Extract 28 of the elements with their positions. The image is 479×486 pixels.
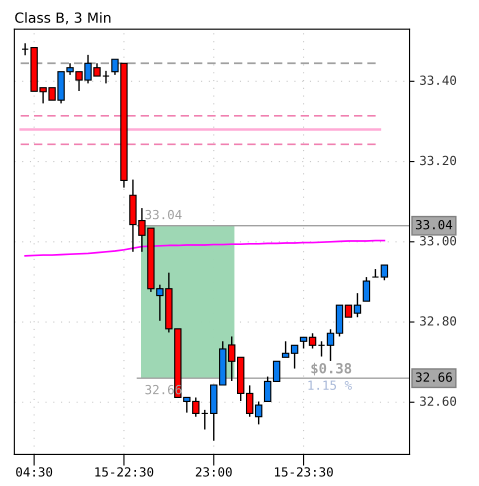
annotation: 33.04 xyxy=(145,210,182,220)
x-tick-label: 15-22:30 xyxy=(95,467,154,477)
candlestick xyxy=(380,264,388,281)
candlestick xyxy=(326,328,334,362)
y-tick-label: 33.40 xyxy=(420,76,456,85)
candlestick xyxy=(372,268,380,278)
x-tick-label: 23:00 xyxy=(196,467,232,477)
x-tick-label: 04:30 xyxy=(16,467,52,477)
candlestick xyxy=(102,70,110,84)
chart-title: Class B, 3 Min xyxy=(15,12,110,24)
y-tick-label: 32.80 xyxy=(420,316,456,326)
y-tick-label: 33.20 xyxy=(420,156,456,166)
ref-line-label: 32.66 xyxy=(416,372,452,382)
candlestick xyxy=(362,276,370,302)
candlestick xyxy=(84,54,92,84)
candlestick xyxy=(344,304,352,318)
line-series xyxy=(24,240,386,257)
candlestick xyxy=(21,42,29,56)
y-tick-label: 33.00 xyxy=(420,236,456,246)
y-tick-label: 32.60 xyxy=(420,396,456,406)
annotation: $0.38 xyxy=(311,362,352,376)
ref-line-label: 33.04 xyxy=(416,220,452,230)
x-tick-label: 15-23:30 xyxy=(274,467,333,477)
candlestick xyxy=(354,292,362,318)
candlestick xyxy=(93,62,101,77)
annotation: 1.15 % xyxy=(308,380,352,390)
candlestick xyxy=(318,340,326,358)
candlestick xyxy=(201,409,208,430)
